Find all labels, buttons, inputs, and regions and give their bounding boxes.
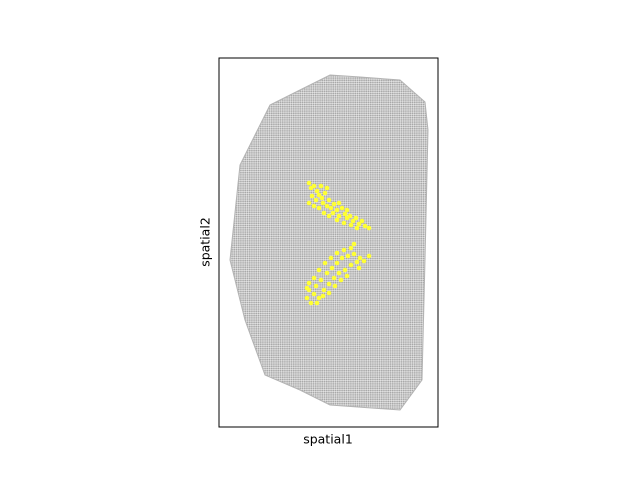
spot	[321, 287, 327, 293]
spot	[319, 195, 325, 201]
spot	[331, 201, 337, 207]
spot	[348, 222, 354, 228]
spot	[322, 190, 328, 196]
spot	[366, 225, 372, 231]
tissue-region	[229, 74, 429, 411]
spot	[321, 210, 327, 216]
spot	[339, 205, 345, 211]
spot	[313, 283, 319, 289]
spot	[311, 291, 317, 297]
spot	[344, 207, 350, 213]
spot	[351, 251, 357, 257]
spot	[328, 255, 334, 261]
spot	[316, 205, 322, 211]
spot	[306, 200, 312, 206]
spot	[362, 223, 368, 229]
spot	[316, 192, 322, 198]
spot	[316, 267, 322, 273]
spot	[322, 260, 328, 266]
spot	[334, 207, 340, 213]
spot	[351, 241, 357, 247]
spot	[354, 225, 360, 231]
spot	[361, 258, 367, 264]
spot	[341, 220, 347, 226]
spot	[338, 277, 344, 283]
spot	[320, 200, 326, 206]
spot	[354, 259, 360, 265]
spot	[326, 281, 332, 287]
spot	[308, 300, 314, 306]
spot	[348, 245, 354, 251]
spot	[326, 290, 332, 296]
spot	[318, 183, 324, 189]
spot	[306, 180, 312, 186]
spot	[342, 267, 348, 273]
spot	[366, 253, 372, 259]
spot	[336, 270, 342, 276]
spot	[314, 300, 320, 306]
spot	[311, 183, 317, 189]
spot	[313, 197, 319, 203]
spot	[356, 221, 362, 227]
spot	[341, 247, 347, 253]
spot	[326, 197, 332, 203]
plot-area	[229, 74, 429, 411]
spot	[350, 218, 356, 224]
spot	[324, 270, 330, 276]
spot	[348, 262, 354, 268]
spot	[304, 295, 310, 301]
spot	[314, 188, 320, 194]
spot	[345, 253, 351, 259]
y-axis-label: spatial2	[198, 217, 213, 267]
spot	[318, 277, 324, 283]
x-axis-label: spatial1	[303, 432, 353, 447]
spot	[332, 283, 338, 289]
spot	[359, 218, 365, 224]
spot	[336, 213, 342, 219]
spot	[357, 255, 363, 261]
spot	[324, 185, 330, 191]
spot	[320, 293, 326, 299]
spot	[329, 265, 335, 271]
spot	[334, 260, 340, 266]
spot	[330, 210, 336, 216]
spot	[311, 203, 317, 209]
spot	[334, 250, 340, 256]
spot	[356, 265, 362, 271]
spot	[339, 255, 345, 261]
spot	[336, 200, 342, 206]
spot	[306, 280, 312, 286]
spot	[331, 275, 337, 281]
spot	[342, 211, 348, 217]
spot	[344, 273, 350, 279]
spot	[328, 205, 334, 211]
spot	[316, 295, 322, 301]
spot	[334, 217, 340, 223]
spot	[309, 193, 315, 199]
spot	[324, 203, 330, 209]
spot	[304, 285, 310, 291]
spot	[353, 215, 359, 221]
spot	[311, 275, 317, 281]
spot	[326, 213, 332, 219]
axes-frame	[218, 57, 439, 428]
spot	[347, 213, 353, 219]
